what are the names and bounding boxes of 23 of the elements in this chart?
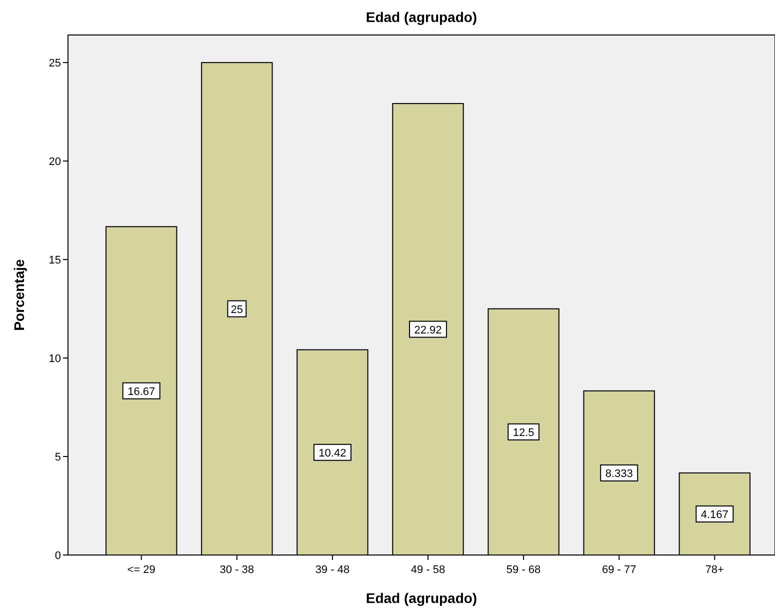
data-label: 4.167 bbox=[700, 508, 728, 521]
data-label: 22.92 bbox=[414, 324, 442, 336]
x-tick-label: 69 - 77 bbox=[602, 564, 636, 576]
x-tick-label: 59 - 68 bbox=[506, 564, 541, 576]
x-tick-label: 49 - 58 bbox=[410, 564, 446, 576]
chart-title: Edad (agrupado) bbox=[366, 9, 478, 25]
data-label: 10.42 bbox=[318, 447, 346, 460]
y-tick-label: 20 bbox=[48, 156, 61, 168]
data-label: 8.333 bbox=[605, 468, 633, 480]
y-tick-label: 15 bbox=[48, 254, 61, 267]
x-axis-title: Edad (agrupado) bbox=[366, 590, 478, 606]
y-tick-label: 5 bbox=[54, 452, 61, 464]
y-tick-label: 10 bbox=[48, 353, 61, 366]
x-tick-label: 78+ bbox=[705, 564, 724, 576]
x-tick-label: 30 - 38 bbox=[220, 564, 254, 576]
x-tick-label: 39 - 48 bbox=[315, 564, 350, 576]
y-axis-title: Porcentaje bbox=[11, 258, 27, 331]
y-tick-label: 25 bbox=[48, 58, 61, 70]
data-label: 12.5 bbox=[512, 426, 534, 439]
data-label: 16.67 bbox=[128, 386, 156, 398]
x-tick-label: <= 29 bbox=[127, 564, 156, 576]
y-tick-label: 0 bbox=[54, 550, 61, 562]
data-label: 25 bbox=[230, 304, 244, 316]
